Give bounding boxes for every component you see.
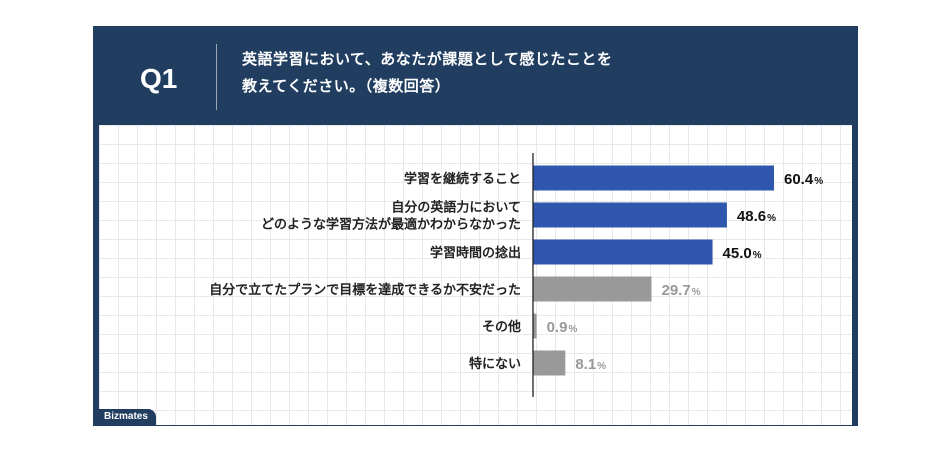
bar-0 [533,165,774,191]
bar-4 [533,313,537,339]
bar-3 [533,276,652,302]
chart-panel: 学習を継続すること 60.4% 自分の英語力においてどのような学習方法が最適かわから… [99,125,852,425]
bar-2 [533,239,713,265]
value-label-5: 8.1% [575,356,606,373]
value-label-4: 0.9% [547,319,578,336]
question-text: 英語学習において、あなたが課題として感じたことを 教えてください。（複数回答） [242,46,842,100]
header-divider [216,44,217,110]
category-label-5: 特にない [469,356,521,372]
value-label-3: 29.7% [662,282,701,299]
value-label-2: 45.0% [723,245,762,262]
bar-chart: 学習を継続すること 60.4% 自分の英語力においてどのような学習方法が最適かわから… [209,153,823,397]
category-label-2: 学習時間の捻出 [430,245,521,261]
bar-1 [533,202,727,228]
value-label-1: 48.6% [737,208,776,225]
question-number: Q1 [140,63,178,94]
survey-card: Q1 英語学習において、あなたが課題として感じたことを 教えてください。（複数回… [93,26,858,426]
question-line-2: 教えてください。（複数回答） [242,77,451,95]
bizmates-logo: Bizmates [99,409,156,425]
category-label-0: 学習を継続すること [404,171,521,187]
category-label-3: 自分で立てたプランで目標を達成できるか不安だった [209,282,521,298]
question-line-1: 英語学習において、あなたが課題として感じたことを [242,50,613,68]
category-label-1: 自分の英語力においてどのような学習方法が最適かわからなかった [261,200,521,233]
value-label-0: 60.4% [784,171,823,188]
bar-5 [533,350,566,376]
category-label-4: その他 [482,319,521,335]
